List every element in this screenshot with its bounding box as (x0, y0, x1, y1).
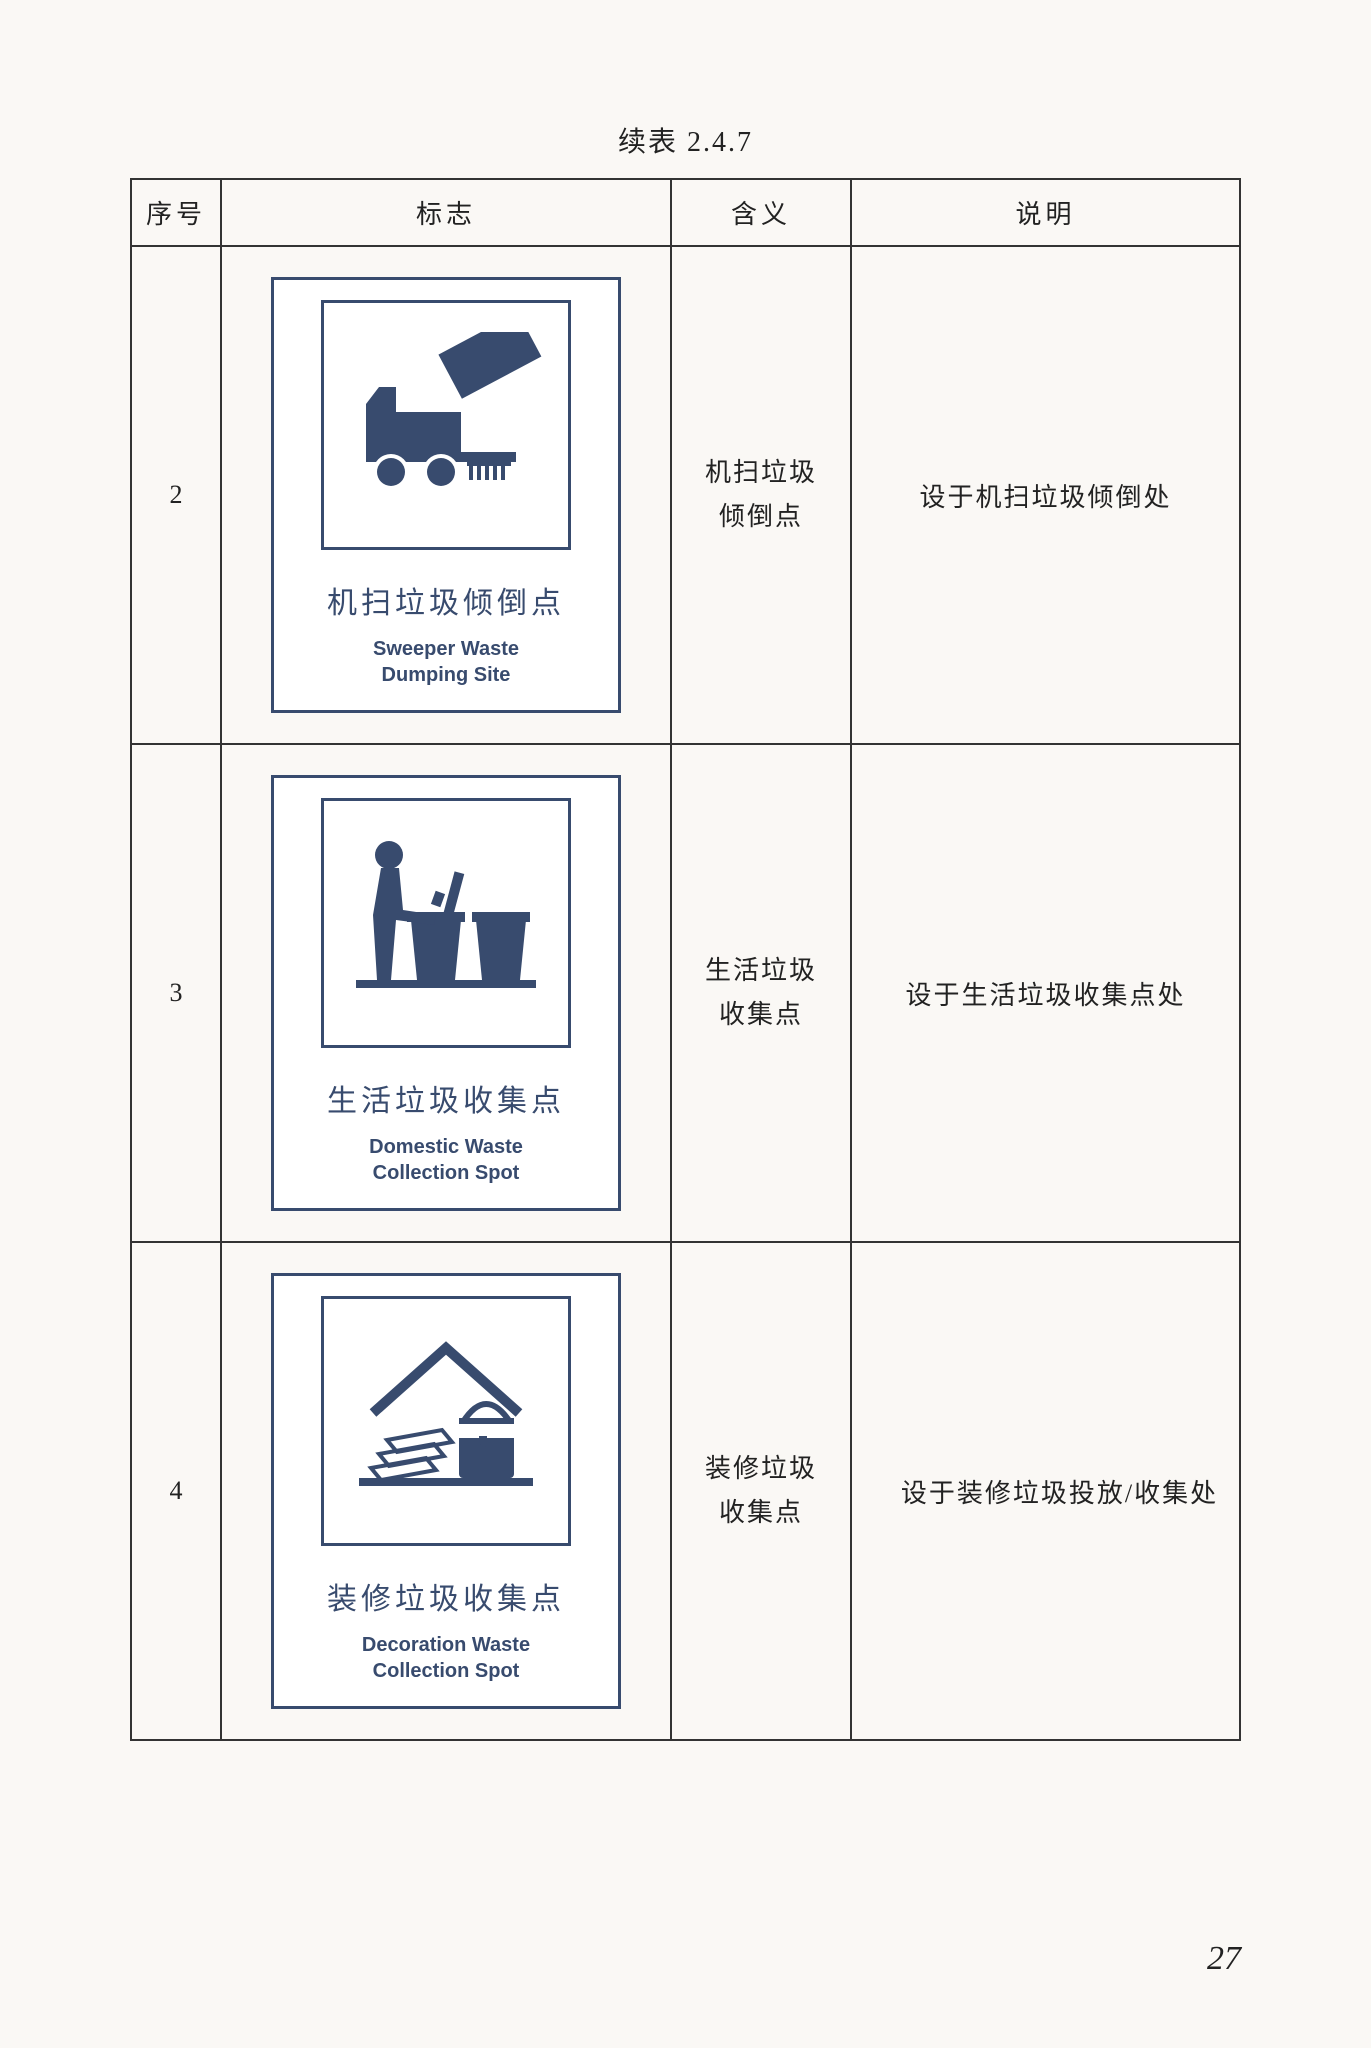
col-header-meaning: 含义 (671, 179, 851, 246)
row-no: 2 (131, 246, 221, 744)
sign-card: 生活垃圾收集点 Domestic Waste Collection Spot (271, 775, 621, 1211)
table-row: 3 (131, 744, 1240, 1242)
caption-prefix: 续表 (618, 127, 678, 158)
sign-card: 装修垃圾收集点 Decoration Waste Collection Spot (271, 1273, 621, 1709)
sign-icon-box (321, 300, 571, 550)
row-sign: 装修垃圾收集点 Decoration Waste Collection Spot (221, 1242, 671, 1740)
sign-label-cn: 生活垃圾收集点 (274, 1076, 618, 1120)
caption-number: 2.4.7 (687, 127, 753, 158)
row-desc: 设于装修垃圾投放/收集处 (851, 1242, 1240, 1740)
sign-icon-box (321, 798, 571, 1048)
sign-table: 序号 标志 含义 说明 2 (130, 178, 1241, 1741)
person-bins-icon (341, 820, 551, 1027)
page-number: 27 (1207, 1940, 1241, 1978)
row-no: 3 (131, 744, 221, 1242)
table-header-row: 序号 标志 含义 说明 (131, 179, 1240, 246)
dump-truck-icon (341, 332, 551, 519)
sign-card: 机扫垃圾倾倒点 Sweeper Waste Dumping Site (271, 277, 621, 713)
sign-label-en: Domestic Waste Collection Spot (274, 1134, 618, 1186)
table-caption: 续表 2.4.7 (130, 120, 1241, 160)
row-meaning: 生活垃圾 收集点 (671, 744, 851, 1242)
row-desc: 设于生活垃圾收集点处 (851, 744, 1240, 1242)
house-paint-icon (341, 1318, 551, 1525)
sign-label-cn: 机扫垃圾倾倒点 (274, 578, 618, 622)
sign-label-cn: 装修垃圾收集点 (274, 1574, 618, 1618)
table-row: 4 (131, 1242, 1240, 1740)
row-sign: 生活垃圾收集点 Domestic Waste Collection Spot (221, 744, 671, 1242)
row-meaning: 机扫垃圾 倾倒点 (671, 246, 851, 744)
col-header-desc: 说明 (851, 179, 1240, 246)
row-meaning: 装修垃圾 收集点 (671, 1242, 851, 1740)
sign-icon-box (321, 1296, 571, 1546)
row-no: 4 (131, 1242, 221, 1740)
col-header-sign: 标志 (221, 179, 671, 246)
col-header-no: 序号 (131, 179, 221, 246)
sign-label-en: Decoration Waste Collection Spot (274, 1632, 618, 1684)
table-row: 2 (131, 246, 1240, 744)
row-sign: 机扫垃圾倾倒点 Sweeper Waste Dumping Site (221, 246, 671, 744)
row-desc: 设于机扫垃圾倾倒处 (851, 246, 1240, 744)
sign-label-en: Sweeper Waste Dumping Site (274, 636, 618, 688)
